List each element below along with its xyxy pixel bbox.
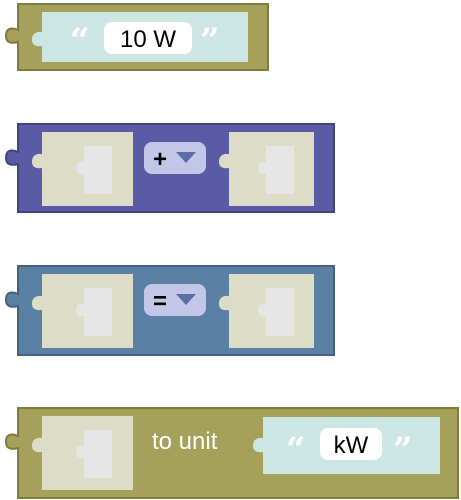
math-operator-label: + — [153, 146, 167, 173]
math-add-block[interactable]: + — [4, 123, 335, 213]
compare-operator-label: = — [153, 288, 167, 315]
unit-close-quote-icon: ” — [393, 430, 413, 470]
compare-equals-block[interactable]: = — [4, 265, 335, 356]
close-quote-icon: ” — [200, 21, 220, 61]
convert-to-unit-block[interactable]: to unit “ kW ” — [4, 407, 459, 499]
left-operand-slot-hole — [76, 146, 112, 194]
value-input-slot-hole — [76, 430, 112, 478]
compare-operator-dropdown[interactable]: = — [144, 284, 206, 316]
dropdown-arrow-icon — [176, 152, 196, 163]
unit-value-field-bg[interactable] — [320, 428, 382, 460]
right-compare-slot-hole — [258, 288, 294, 336]
dropdown-arrow-icon — [176, 294, 196, 305]
unit-open-quote-icon: “ — [286, 430, 306, 470]
open-quote-icon: “ — [70, 21, 90, 61]
text-value-field[interactable]: 10 W — [120, 26, 176, 53]
to-unit-label: to unit — [152, 428, 218, 455]
math-operator-dropdown[interactable]: + — [144, 142, 206, 174]
unit-value-field[interactable]: kW — [334, 432, 369, 459]
right-operand-slot-hole — [258, 146, 294, 194]
left-compare-slot-hole — [76, 288, 112, 336]
text-value-field-bg[interactable] — [104, 22, 192, 54]
text-value-block[interactable]: “ 10 W ” — [4, 3, 269, 71]
